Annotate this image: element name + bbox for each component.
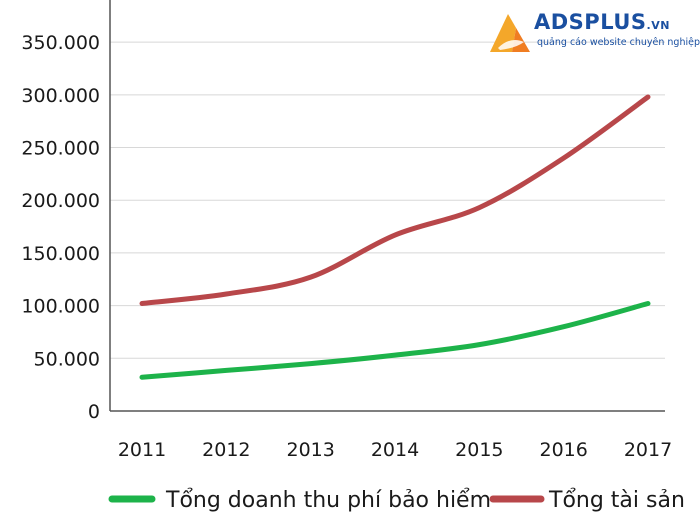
y-tick-label: 250.000 (21, 138, 100, 160)
x-tick-label: 2016 (539, 439, 587, 461)
y-tick-label: 100.000 (21, 296, 100, 318)
x-axis-ticks: 2011 2012 2013 2014 2015 2016 2017 (118, 439, 672, 461)
y-tick-label: 350.000 (21, 32, 100, 54)
legend-label: Tổng tài sản (548, 488, 685, 513)
y-tick-label: 0 (88, 401, 100, 423)
adsplus-logo: ADSPLUS.VN quảng cáo website chuyên nghi… (486, 8, 700, 56)
series-layer (139, 94, 651, 380)
x-tick-label: 2011 (118, 439, 166, 461)
grid-layer (109, 0, 665, 412)
logo-mountain-icon (490, 14, 530, 52)
y-axis-ticks: 0 50.000 100.000 150.000 200.000 250.000 300.0… (21, 32, 100, 423)
legend: Tổng doanh thu phí bảo hiểm Tổng tài sản (108, 488, 685, 513)
x-tick-label: 2017 (624, 439, 672, 461)
y-tick-label: 50.000 (34, 348, 100, 370)
series-line-0 (139, 301, 651, 380)
y-tick-label: 150.000 (21, 243, 100, 265)
logo-brand: ADSPLUS.VN (534, 10, 670, 34)
x-tick-label: 2013 (286, 439, 334, 461)
logo-tagline: quảng cáo website chuyên nghiệp (537, 37, 700, 48)
y-tick-label: 200.000 (21, 190, 100, 212)
y-tick-label: 300.000 (21, 85, 100, 107)
x-tick-label: 2012 (202, 439, 250, 461)
x-tick-label: 2015 (455, 439, 503, 461)
x-tick-label: 2014 (371, 439, 419, 461)
legend-label: Tổng doanh thu phí bảo hiểm (165, 488, 491, 513)
